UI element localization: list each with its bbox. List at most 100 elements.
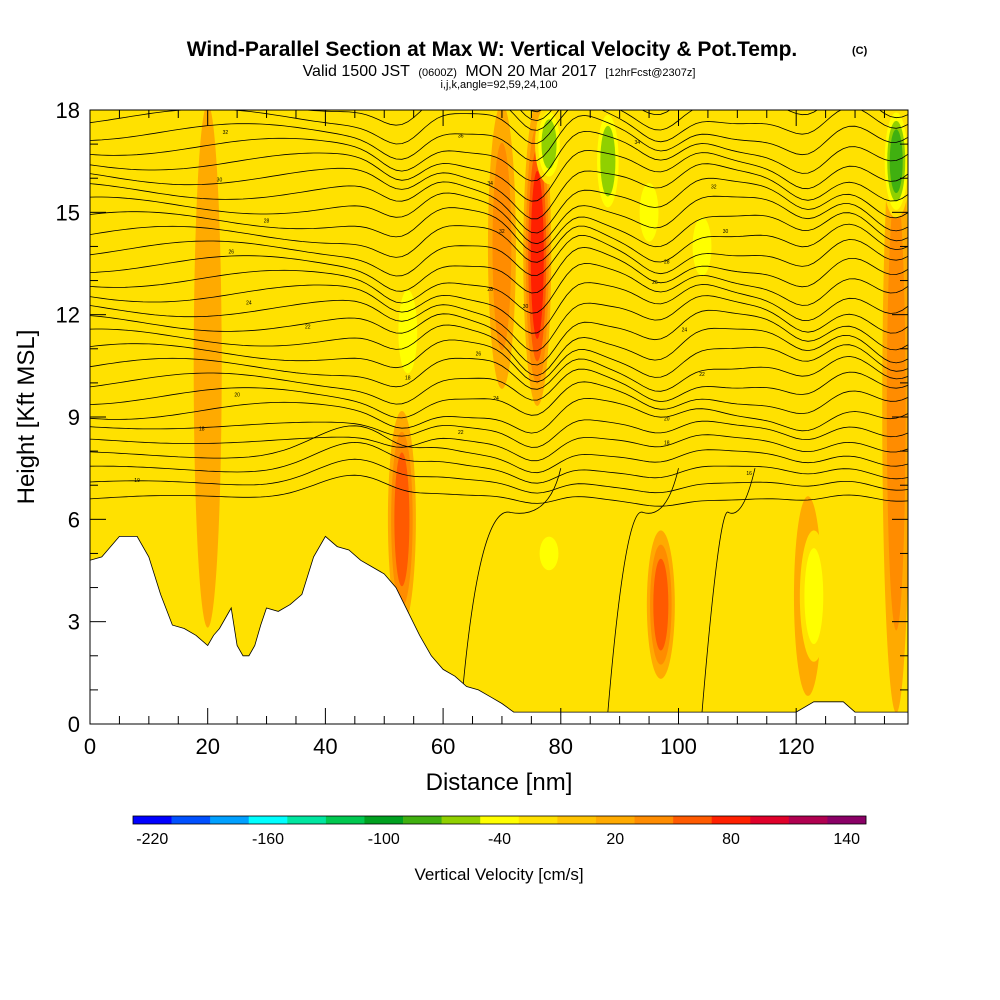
theta-contour-line <box>90 130 908 182</box>
y-tick-label: 3 <box>68 610 80 635</box>
colorbar-segment <box>441 816 481 824</box>
y-tick-label: 6 <box>68 507 80 532</box>
x-tick-label: 0 <box>84 734 96 759</box>
velocity-features <box>193 110 908 713</box>
theta-contour-line <box>90 324 908 376</box>
colorbar-frame <box>132 815 867 825</box>
theta-contour-label: 28 <box>264 219 270 225</box>
velocity-band <box>804 548 824 644</box>
theta-contour-line <box>90 309 908 366</box>
theta-contour-line <box>90 246 908 294</box>
theta-contour-line <box>90 368 908 405</box>
theta-contour-label: 19 <box>134 478 140 484</box>
colorbar-segment <box>673 816 712 824</box>
theta-contour-line <box>90 234 908 277</box>
velocity-feature-downdraft <box>799 530 828 662</box>
velocity-feature-updraft <box>487 110 516 389</box>
title-copyright-mark: (C) <box>852 45 868 57</box>
plot-area: 19 18 20 22 24 26 28 30 32 22 24 26 28 30 32 34 36 18 20 22… <box>90 110 908 724</box>
chart-subtitle: Valid 1500 JST (0600Z) MON 20 Mar 2017 [… <box>303 63 696 80</box>
y-tick-label: 18 <box>56 98 80 123</box>
colorbar-tick-label: 80 <box>722 831 740 848</box>
theta-contour-line <box>90 207 908 253</box>
theta-contour-line <box>90 425 908 474</box>
theta-contour-line <box>90 177 908 234</box>
theta-contour-line <box>90 223 908 263</box>
theta-contour-label: 22 <box>699 372 705 378</box>
velocity-feature-downdraft <box>593 110 622 219</box>
theta-contour-label: 20 <box>664 416 670 422</box>
velocity-band <box>653 558 669 651</box>
colorbar-label: Vertical Velocity [cm/s] <box>414 865 583 884</box>
theta-contour-line <box>701 468 756 713</box>
colorbar-segment <box>788 816 828 824</box>
theta-contour-label: 22 <box>305 324 311 330</box>
x-tick-label: 100 <box>660 734 697 759</box>
theta-contour-line <box>90 114 908 162</box>
velocity-band <box>886 186 906 631</box>
theta-contour-line <box>90 282 908 334</box>
theta-contour-label: 26 <box>652 280 658 286</box>
colorbar-segment <box>325 816 365 824</box>
velocity-feature-updraft <box>523 110 552 406</box>
colorbar-tick-label: -100 <box>368 831 400 848</box>
theta-contour-label: 18 <box>405 375 411 381</box>
theta-contour-label: 18 <box>664 440 670 446</box>
colorbar-segment <box>634 816 674 824</box>
theta-contour-label: 24 <box>493 396 499 402</box>
theta-contour-line <box>90 355 908 392</box>
colorbar-segment <box>210 816 250 824</box>
x-tick-label: 60 <box>431 734 455 759</box>
x-tick-label: 40 <box>313 734 337 759</box>
colorbar-segment <box>750 816 790 824</box>
colorbar-segment <box>711 816 751 824</box>
y-tick-label: 15 <box>56 200 80 225</box>
theta-contour-label: 24 <box>682 328 688 334</box>
colorbar-tick-label: 20 <box>606 831 624 848</box>
theta-contour-line <box>90 474 908 507</box>
theta-contour-label: 34 <box>487 181 493 187</box>
terrain-mask <box>90 535 908 724</box>
velocity-feature-downdraft <box>535 530 564 577</box>
x-axis: 0 20 40 60 80 100 120 <box>84 110 885 759</box>
theta-contour-label: 32 <box>223 130 229 136</box>
y-axis-label: Height [Kft MSL] <box>13 330 40 505</box>
theta-contour-line <box>90 339 908 383</box>
colorbar-tick-label: -40 <box>488 831 511 848</box>
velocity-band <box>193 110 222 628</box>
velocity-feature-downdraft <box>882 110 908 219</box>
theta-contour-label: 20 <box>234 393 240 399</box>
velocity-band <box>639 183 659 242</box>
x-tick-label: 80 <box>549 734 573 759</box>
x-tick-label: 120 <box>778 734 815 759</box>
velocity-band <box>394 452 410 587</box>
theta-contour-line <box>90 458 908 494</box>
subtitle-forecast: [12hrFcst@2307z] <box>605 67 695 79</box>
subtitle-utc-time: (0600Z) <box>418 67 457 79</box>
theta-contour-label: 32 <box>711 184 717 190</box>
theta-contour-labels: 19 18 20 22 24 26 28 30 32 22 24 26 28 30 32 34 36 18 20 22… <box>134 130 752 484</box>
theta-contour-line <box>90 381 908 419</box>
colorbar-segment <box>248 816 288 824</box>
theta-contour-line <box>90 110 908 145</box>
velocity-feature-updraft <box>387 410 416 628</box>
y-tick-label: 9 <box>68 405 80 430</box>
theta-contour-line <box>90 192 908 245</box>
colorbar-tick-label: -220 <box>136 831 168 848</box>
velocity-band <box>889 129 903 193</box>
theta-contour-label: 28 <box>664 260 670 266</box>
theta-contour-line <box>460 468 562 713</box>
theta-contour-line <box>90 441 908 484</box>
theta-contours <box>90 110 908 713</box>
theta-contour-label: 32 <box>499 229 505 235</box>
colorbar: -220 -160 -100 -40 20 80 140 <box>132 815 867 848</box>
theta-contour-label: 30 <box>217 178 223 184</box>
y-tick-label: 12 <box>56 303 80 328</box>
colorbar-segment <box>287 816 327 824</box>
colorbar-tick-label: -160 <box>252 831 284 848</box>
colorbar-tick-label: 140 <box>833 831 860 848</box>
velocity-band <box>492 142 512 351</box>
theta-contour-line <box>607 468 679 713</box>
theta-contour-label: 26 <box>476 352 482 358</box>
